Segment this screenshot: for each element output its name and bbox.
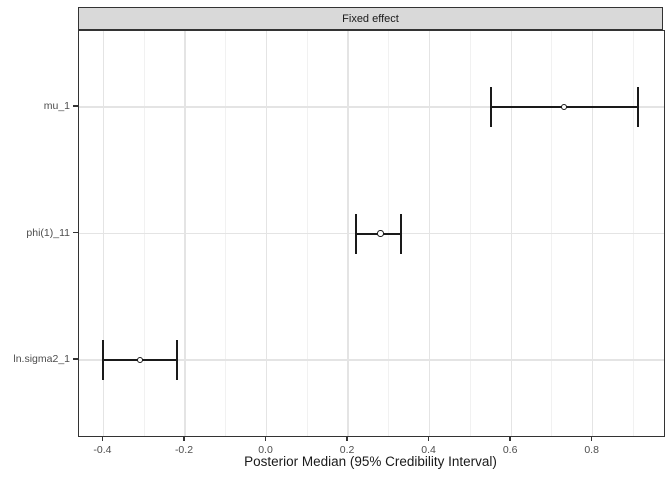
plot-panel <box>78 30 665 437</box>
facet-strip-label: Fixed effect <box>342 12 399 25</box>
median-point-phi(1)_11 <box>377 230 384 237</box>
median-point-ln.sigma2_1 <box>136 356 144 364</box>
y-gridline-major <box>79 106 664 108</box>
x-axis-tick-label: -0.2 <box>174 444 194 456</box>
x-axis-tick <box>509 436 511 441</box>
x-axis-tick <box>427 436 430 441</box>
y-axis-tick <box>73 231 78 234</box>
y-axis-tick-label: ln.sigma2_1 <box>13 353 70 366</box>
x-axis-tick-label: 0.2 <box>339 444 355 456</box>
errorbar-cap-right-mu_1 <box>636 86 639 127</box>
y-axis-tick-label: mu_1 <box>43 99 70 112</box>
x-axis-tick-label: 0.6 <box>502 444 518 456</box>
errorbar-cap-left-phi(1)_11 <box>355 213 358 254</box>
x-axis-tick-label: 0.8 <box>584 444 599 456</box>
x-axis-tick-label: 0.0 <box>258 444 273 456</box>
x-axis-tick <box>346 436 348 441</box>
median-point-mu_1 <box>560 103 568 111</box>
errorbar-cap-right-phi(1)_11 <box>400 213 403 254</box>
x-axis-tick-label: -0.4 <box>93 444 112 456</box>
y-axis-tick <box>73 358 78 360</box>
x-axis-title: Posterior Median (95% Credibility Interv… <box>244 454 497 469</box>
x-axis-tick <box>590 436 593 441</box>
errorbar-cap-left-mu_1 <box>489 86 492 127</box>
x-axis-tick <box>101 436 104 441</box>
errorbar-cap-left-ln.sigma2_1 <box>102 340 105 381</box>
y-axis-tick-label: phi(1)_11 <box>26 226 70 239</box>
facet-strip: Fixed effect <box>78 7 663 30</box>
y-axis-tick <box>73 105 78 107</box>
x-axis-tick <box>264 436 267 441</box>
x-axis-tick-label: 0.4 <box>421 444 436 456</box>
y-gridline-major <box>79 359 664 361</box>
x-axis-tick <box>183 436 185 441</box>
errorbar-cap-right-ln.sigma2_1 <box>175 340 178 381</box>
